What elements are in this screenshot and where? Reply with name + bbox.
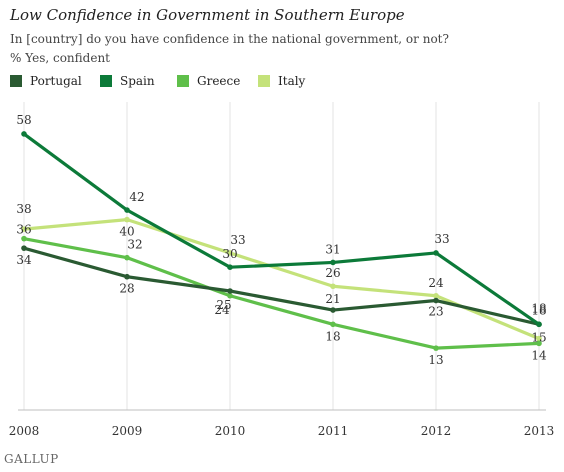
legend-item-italy: Italy [258, 74, 305, 88]
point-greece-2010 [227, 292, 233, 299]
point-greece-2013 [536, 340, 542, 347]
point-italy-2010 [227, 250, 233, 256]
point-portugal-2011 [330, 307, 336, 313]
point-italy-2013 [536, 335, 542, 342]
point-italy-2009 [124, 216, 130, 223]
point-spain-2008 [21, 131, 27, 137]
data-label-spain-2011: 31 [325, 242, 340, 256]
series-line-italy [22, 218, 541, 341]
point-portugal-2010 [227, 288, 233, 294]
x-tick-label-2012: 2012 [421, 424, 452, 438]
point-spain-2009 [124, 207, 130, 213]
legend-label-greece: Greece [197, 74, 241, 88]
series-line-portugal [22, 246, 541, 326]
data-label-portugal-2009: 28 [119, 282, 134, 296]
legend-label-italy: Italy [278, 74, 306, 88]
point-italy-2011 [330, 283, 336, 290]
data-label-greece-2012: 13 [428, 353, 443, 367]
data-label-portugal-2010: 25 [216, 298, 231, 312]
chart-title: Low Confidence in Government in Southern… [10, 6, 405, 24]
data-label-spain-2013: 18 [531, 301, 546, 315]
legend-label-spain: Spain [120, 74, 155, 88]
data-label-portugal-2011: 21 [325, 292, 340, 306]
data-label-italy-2008: 38 [16, 202, 31, 216]
data-label-greece-2009: 32 [127, 238, 142, 252]
x-tick-label-2010: 2010 [215, 424, 246, 438]
point-greece-2008 [21, 235, 27, 242]
point-italy-2012 [433, 292, 439, 299]
data-label-spain-2010: 30 [222, 247, 237, 261]
point-spain-2013 [536, 321, 542, 328]
legend-label-portugal: Portugal [30, 74, 82, 88]
point-spain-2012 [433, 250, 439, 256]
legend-swatch-portugal [10, 75, 22, 87]
gallup-footer: GALLUP [4, 452, 59, 466]
data-label-italy-2010: 33 [230, 233, 245, 247]
point-portugal-2008 [21, 245, 27, 251]
data-label-spain-2012: 33 [434, 232, 449, 246]
data-label-italy-2013: 15 [531, 331, 546, 345]
data-label-portugal-2008: 34 [16, 253, 32, 267]
y-axis-label: % Yes, confident [10, 51, 110, 65]
data-label-italy-2012: 24 [428, 276, 444, 290]
data-label-spain-2008: 58 [16, 113, 31, 127]
point-portugal-2012 [433, 297, 439, 304]
point-spain-2011 [330, 259, 336, 266]
data-label-italy-2011: 26 [325, 266, 340, 280]
data-label-greece-2008: 36 [16, 223, 31, 237]
point-portugal-2009 [124, 273, 130, 280]
data-label-greece-2011: 18 [325, 329, 340, 343]
data-label-portugal-2013: 18 [531, 303, 546, 317]
legend-swatch-italy [258, 75, 270, 87]
legend-item-portugal: Portugal [10, 74, 82, 88]
data-label-spain-2009: 42 [129, 190, 144, 204]
legend-item-greece: Greece [177, 74, 240, 88]
point-spain-2010 [227, 264, 233, 271]
legend-item-spain: Spain [100, 74, 155, 88]
point-greece-2009 [124, 254, 130, 261]
legend-swatch-spain [100, 75, 112, 87]
legend-swatch-greece [177, 75, 189, 87]
data-label-portugal-2012: 23 [428, 305, 443, 319]
data-label-greece-2013: 14 [531, 348, 547, 362]
data-label-italy-2009: 40 [119, 225, 134, 239]
x-tick-label-2008: 2008 [9, 424, 40, 438]
x-tick-label-2011: 2011 [318, 424, 349, 438]
point-greece-2011 [330, 321, 336, 328]
point-greece-2012 [433, 345, 439, 351]
x-tick-label-2009: 2009 [112, 424, 143, 438]
x-tick-label-2013: 2013 [524, 424, 555, 438]
data-label-greece-2010: 24 [214, 303, 230, 317]
point-italy-2008 [21, 226, 27, 232]
chart-subtitle: In [country] do you have confidence in t… [10, 32, 449, 46]
series-line-greece [22, 237, 541, 350]
series-line-spain [22, 132, 541, 326]
